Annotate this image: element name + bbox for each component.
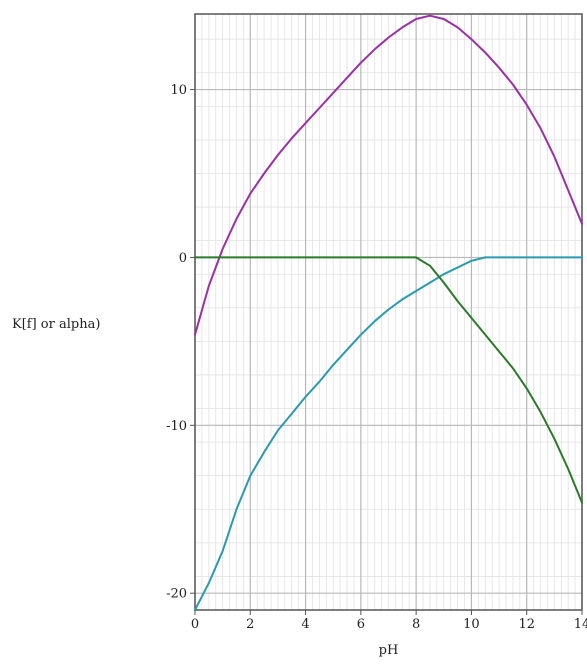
series-line-3 — [194, 256, 583, 504]
x-tick-label: 4 — [301, 617, 309, 632]
series-line-2 — [194, 256, 583, 611]
y-tick-label: 10 — [170, 83, 187, 98]
x-tick-label: 8 — [412, 617, 420, 632]
minor-gridlines — [194, 14, 583, 611]
x-tick-label: 2 — [246, 617, 254, 632]
y-tick-label: 0 — [179, 251, 187, 266]
x-axis-title: pH — [379, 643, 399, 658]
plot-area-frame — [194, 13, 583, 611]
x-tick-label: 12 — [518, 617, 535, 632]
x-tick-label: 0 — [191, 617, 199, 632]
series-layer — [194, 14, 583, 611]
x-tick-label: 6 — [357, 617, 365, 632]
y-axis-title: K[f] or alpha) — [12, 317, 100, 332]
series-line-1 — [194, 14, 583, 336]
x-tick-label: 10 — [463, 617, 480, 632]
x-axis-ticks: 0 2 4 6 8 10 12 14 — [191, 610, 587, 632]
y-tick-label: -20 — [166, 587, 187, 602]
x-tick-label: 14 — [574, 617, 587, 632]
y-axis-ticks: -20 -10 0 10 — [166, 83, 195, 602]
y-tick-label: -10 — [166, 419, 187, 434]
